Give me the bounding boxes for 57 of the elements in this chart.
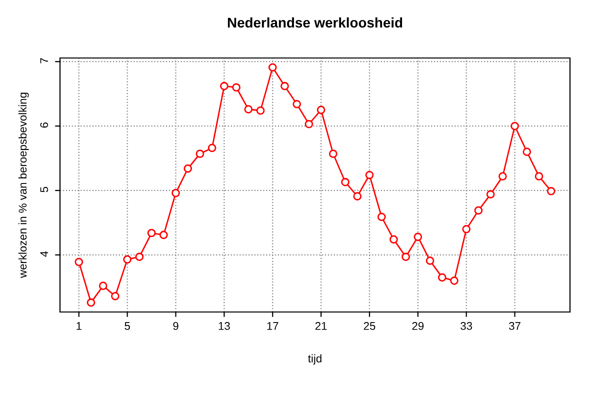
point bbox=[534, 172, 544, 180]
x-tick-label: 1 bbox=[76, 322, 82, 330]
point bbox=[196, 150, 204, 158]
point bbox=[74, 258, 84, 266]
point bbox=[256, 106, 265, 115]
point bbox=[159, 230, 168, 240]
y-tick-label: 4 bbox=[40, 251, 48, 257]
x-tick-label: 25 bbox=[364, 322, 376, 330]
x-axis-title: tijd bbox=[308, 354, 322, 365]
point bbox=[220, 82, 228, 90]
point bbox=[341, 178, 350, 186]
point bbox=[86, 298, 96, 307]
x-tick-label: 17 bbox=[267, 322, 278, 330]
point bbox=[546, 186, 556, 196]
point bbox=[98, 282, 108, 290]
point bbox=[111, 292, 120, 300]
chart-title: Nederlandse werkloosheid bbox=[228, 17, 402, 28]
point bbox=[414, 232, 422, 242]
x-tick-label: 33 bbox=[460, 322, 472, 330]
point bbox=[522, 148, 532, 156]
point bbox=[353, 192, 362, 200]
point bbox=[184, 164, 192, 173]
point bbox=[377, 212, 386, 222]
point bbox=[244, 105, 253, 114]
point bbox=[390, 235, 398, 244]
point bbox=[292, 100, 302, 108]
y-tick-label: 5 bbox=[40, 186, 48, 192]
x-tick-label: 13 bbox=[218, 322, 230, 330]
point bbox=[135, 252, 144, 262]
point bbox=[316, 106, 326, 114]
point bbox=[208, 144, 216, 152]
point bbox=[232, 83, 240, 92]
x-tick-label: 37 bbox=[509, 322, 520, 330]
point bbox=[474, 206, 483, 215]
point bbox=[365, 170, 374, 180]
x-tick-label: 29 bbox=[412, 322, 424, 330]
point bbox=[304, 120, 314, 128]
point bbox=[510, 122, 519, 130]
point bbox=[268, 63, 277, 72]
point bbox=[486, 190, 495, 199]
point bbox=[462, 224, 471, 234]
point bbox=[402, 252, 410, 262]
x-tick-label: 21 bbox=[315, 322, 327, 330]
point bbox=[172, 188, 180, 198]
point bbox=[498, 172, 507, 180]
x-tick-label: 5 bbox=[124, 322, 130, 330]
x-tick-label: 9 bbox=[173, 322, 178, 330]
point bbox=[438, 273, 446, 282]
y-tick-label: 7 bbox=[40, 58, 48, 64]
point bbox=[147, 228, 156, 238]
y-tick-label: 6 bbox=[40, 122, 48, 128]
point bbox=[426, 256, 434, 265]
y-axis-title: werklozen in % van beroepsbevolking bbox=[18, 92, 29, 278]
point bbox=[450, 276, 458, 285]
point bbox=[280, 82, 289, 90]
point bbox=[328, 150, 338, 158]
point bbox=[123, 255, 132, 264]
